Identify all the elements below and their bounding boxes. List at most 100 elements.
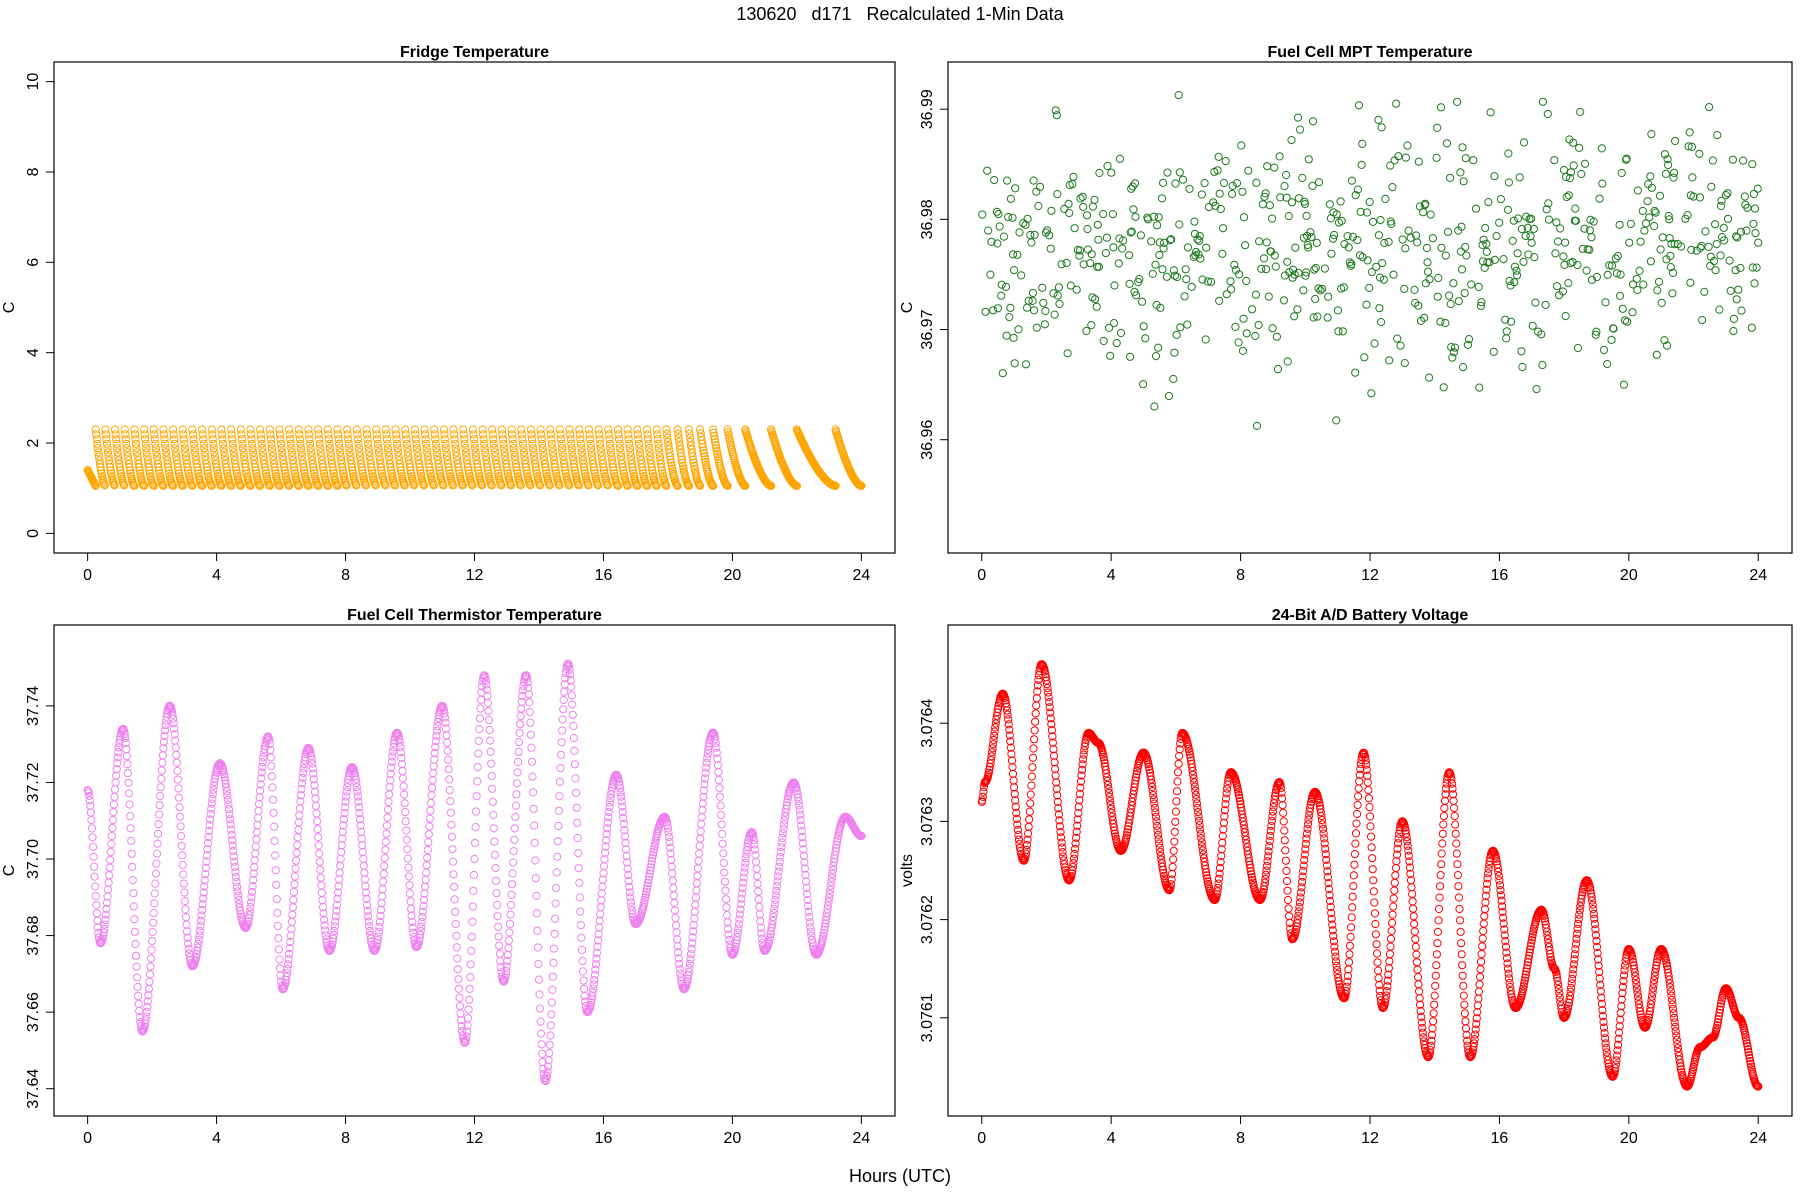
data-point	[400, 799, 409, 808]
data-point	[1499, 913, 1508, 922]
data-point	[342, 792, 351, 801]
data-point	[178, 860, 187, 870]
data-point	[1387, 219, 1396, 228]
data-point	[1525, 951, 1534, 960]
data-point	[641, 890, 651, 899]
data-point	[1475, 383, 1484, 392]
data-point	[189, 439, 199, 448]
data-point	[338, 834, 347, 843]
data-point	[1707, 182, 1716, 191]
data-point	[1393, 844, 1402, 853]
data-point	[254, 799, 264, 809]
data-point	[1300, 856, 1309, 865]
data-point	[1051, 764, 1060, 774]
data-point	[1569, 960, 1578, 969]
data-point	[1719, 223, 1728, 232]
data-point	[1434, 916, 1443, 925]
data-point	[348, 466, 357, 475]
data-point	[1261, 870, 1271, 879]
data-point	[486, 736, 495, 745]
data-point	[1056, 833, 1066, 842]
data-point	[1519, 257, 1528, 266]
data-point	[666, 843, 675, 852]
data-point	[525, 707, 534, 717]
data-point	[347, 463, 357, 472]
data-point	[1650, 221, 1659, 231]
data-point	[236, 910, 245, 919]
data-point	[91, 481, 100, 490]
data-point	[1247, 873, 1257, 882]
data-point	[224, 800, 233, 809]
data-point	[336, 448, 345, 457]
data-point	[1214, 152, 1223, 161]
data-point	[1053, 797, 1062, 807]
data-point	[1191, 247, 1201, 257]
data-point	[1306, 800, 1315, 809]
data-point	[295, 804, 304, 813]
data-point	[774, 867, 783, 876]
data-point	[345, 444, 354, 453]
data-point	[1079, 755, 1088, 764]
data-point	[1666, 251, 1675, 260]
data-point	[537, 430, 546, 439]
data-point	[329, 934, 338, 943]
data-point	[1318, 284, 1327, 293]
data-point	[451, 444, 460, 453]
data-point	[308, 759, 317, 768]
data-point	[1602, 1048, 1611, 1057]
data-point	[356, 821, 365, 830]
data-point	[213, 466, 222, 475]
data-point	[740, 868, 749, 877]
data-point	[1293, 113, 1303, 122]
data-point	[547, 998, 557, 1007]
data-point	[404, 863, 413, 872]
data-point	[526, 730, 536, 739]
data-point	[471, 823, 480, 832]
data-point	[507, 880, 517, 889]
data-point	[709, 425, 718, 434]
data-point	[1616, 1015, 1625, 1024]
data-point	[596, 903, 605, 912]
data-point	[1004, 212, 1013, 222]
data-point	[1720, 236, 1729, 245]
data-point	[285, 425, 294, 434]
data-point	[1292, 925, 1301, 934]
data-point	[424, 830, 433, 839]
data-point	[1502, 954, 1512, 963]
data-point	[275, 964, 285, 973]
data-point	[1079, 750, 1088, 759]
data-point	[474, 466, 483, 475]
data-point	[1147, 779, 1156, 788]
data-point	[297, 448, 306, 457]
data-point	[479, 430, 488, 439]
data-point	[826, 885, 835, 894]
y-tick-label: 37.70	[25, 839, 42, 879]
data-point	[775, 862, 784, 871]
data-point	[1108, 210, 1118, 219]
data-point	[1575, 143, 1584, 152]
data-point	[756, 923, 766, 932]
data-point	[1234, 788, 1243, 797]
data-point	[1257, 264, 1266, 273]
data-point	[246, 898, 256, 907]
data-point	[1033, 681, 1042, 690]
data-point	[295, 430, 304, 439]
data-point	[474, 736, 483, 746]
data-point	[1620, 966, 1629, 975]
data-point	[249, 448, 258, 457]
data-point	[1571, 216, 1581, 225]
data-point	[1633, 285, 1642, 295]
data-point	[1742, 226, 1751, 235]
data-point	[1391, 863, 1401, 873]
data-point	[376, 905, 386, 914]
data-point	[1366, 822, 1375, 831]
data-point	[541, 466, 551, 475]
data-point	[776, 852, 785, 862]
data-point	[1453, 860, 1462, 869]
data-point	[1382, 991, 1391, 1000]
data-point	[1129, 205, 1138, 214]
data-point	[666, 849, 675, 858]
data-point	[1244, 166, 1253, 175]
data-point	[1290, 312, 1299, 321]
data-point	[548, 985, 557, 995]
